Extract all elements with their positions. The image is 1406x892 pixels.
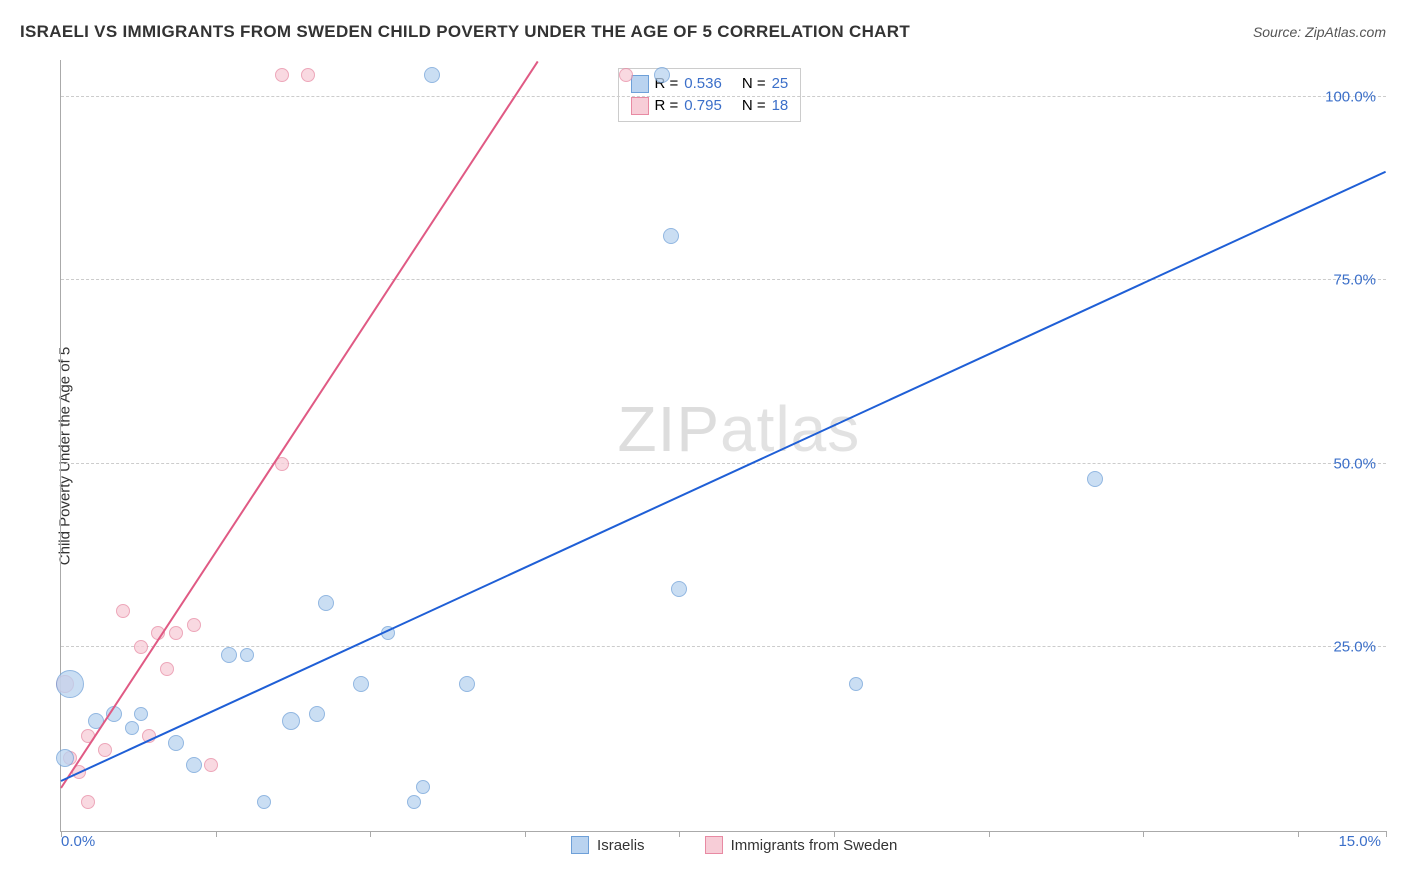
gridline-h — [61, 96, 1386, 97]
chart-area: Child Poverty Under the Age of 5 ZIPatla… — [50, 60, 1386, 852]
x-tick — [1298, 831, 1299, 837]
swatch-sweden — [631, 97, 649, 115]
point-sweden — [275, 68, 289, 82]
y-tick-label: 50.0% — [1333, 455, 1376, 472]
point-sweden — [301, 68, 315, 82]
point-israelis — [168, 735, 184, 751]
point-israelis — [1087, 471, 1103, 487]
point-israelis — [186, 757, 202, 773]
point-sweden — [98, 743, 112, 757]
point-israelis — [849, 677, 863, 691]
x-tick — [370, 831, 371, 837]
chart-title: ISRAELI VS IMMIGRANTS FROM SWEDEN CHILD … — [20, 22, 910, 42]
legend-bottom-sweden: Immigrants from Sweden — [705, 836, 898, 854]
point-israelis — [56, 749, 74, 767]
point-sweden — [134, 640, 148, 654]
x-tick-label-right: 15.0% — [1338, 833, 1381, 850]
swatch-sweden — [705, 836, 723, 854]
trendline-israelis — [61, 170, 1387, 781]
x-tick-label-left: 0.0% — [61, 833, 95, 850]
point-sweden — [187, 618, 201, 632]
point-israelis — [309, 706, 325, 722]
gridline-h — [61, 646, 1386, 647]
gridline-h — [61, 463, 1386, 464]
y-tick-label: 100.0% — [1325, 88, 1376, 105]
x-tick — [989, 831, 990, 837]
swatch-israelis — [571, 836, 589, 854]
x-tick — [1143, 831, 1144, 837]
point-israelis — [407, 795, 421, 809]
legend-row-sweden: R = 0.795 N = 18 — [631, 95, 789, 117]
point-sweden — [81, 795, 95, 809]
y-tick-label: 25.0% — [1333, 639, 1376, 656]
x-tick — [216, 831, 217, 837]
point-israelis — [459, 676, 475, 692]
point-israelis — [125, 721, 139, 735]
point-israelis — [416, 780, 430, 794]
gridline-h — [61, 279, 1386, 280]
point-israelis — [654, 67, 670, 83]
plot-region: ZIPatlas R = 0.536 N = 25 R = 0.795 N = … — [60, 60, 1386, 832]
y-tick-label: 75.0% — [1333, 272, 1376, 289]
swatch-israelis — [631, 75, 649, 93]
point-sweden — [619, 68, 633, 82]
point-sweden — [204, 758, 218, 772]
x-tick — [525, 831, 526, 837]
legend-correlation: R = 0.536 N = 25 R = 0.795 N = 18 — [618, 68, 802, 122]
point-israelis — [424, 67, 440, 83]
point-israelis — [353, 676, 369, 692]
x-tick — [1386, 831, 1387, 837]
legend-bottom-israelis: Israelis — [571, 836, 645, 854]
x-tick — [679, 831, 680, 837]
point-sweden — [160, 662, 174, 676]
point-israelis — [663, 228, 679, 244]
chart-header: ISRAELI VS IMMIGRANTS FROM SWEDEN CHILD … — [20, 22, 1386, 42]
point-israelis — [671, 581, 687, 597]
point-israelis — [257, 795, 271, 809]
point-israelis — [56, 670, 84, 698]
point-israelis — [134, 707, 148, 721]
point-israelis — [240, 648, 254, 662]
point-israelis — [221, 647, 237, 663]
point-israelis — [282, 712, 300, 730]
point-sweden — [116, 604, 130, 618]
point-israelis — [318, 595, 334, 611]
chart-source: Source: ZipAtlas.com — [1253, 24, 1386, 40]
point-sweden — [169, 626, 183, 640]
